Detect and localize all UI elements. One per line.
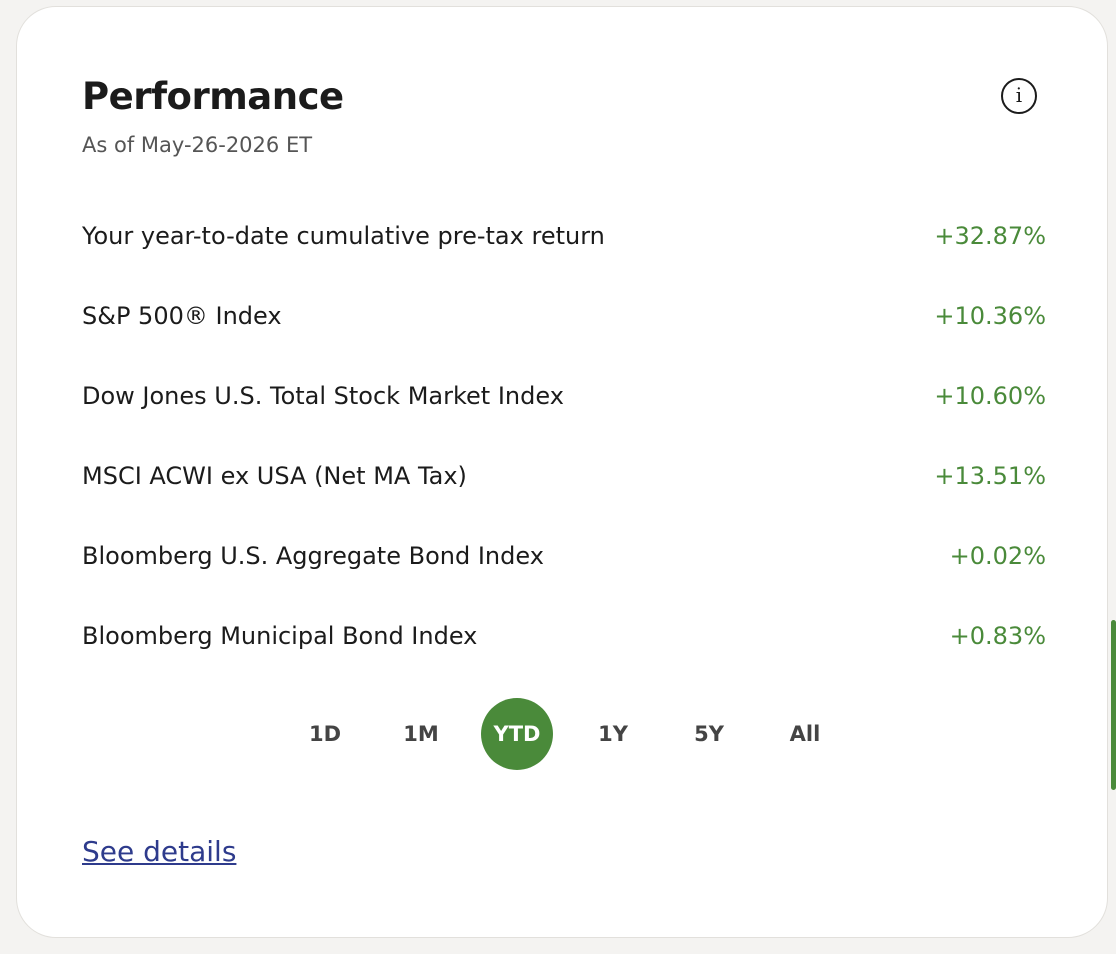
- row-value: +32.87%: [934, 222, 1046, 250]
- row-value: +10.60%: [934, 382, 1046, 410]
- scrollbar: [1111, 620, 1116, 790]
- row-label: Your year-to-date cumulative pre-tax ret…: [82, 222, 605, 250]
- subtitle: As of May-26-2026 ET: [82, 133, 313, 157]
- period-button[interactable]: YTD: [481, 698, 553, 770]
- period-button[interactable]: 1Y: [598, 722, 628, 746]
- row-label: Bloomberg Municipal Bond Index: [82, 622, 478, 650]
- row-label: Dow Jones U.S. Total Stock Market Index: [82, 382, 564, 410]
- period-button[interactable]: 1M: [403, 722, 439, 746]
- see-details-link[interactable]: See details: [82, 835, 237, 868]
- period-button[interactable]: 5Y: [694, 722, 724, 746]
- row: Bloomberg Municipal Bond Index +0.83%: [82, 616, 1046, 656]
- row-value: +0.02%: [949, 542, 1046, 570]
- row: Your year-to-date cumulative pre-tax ret…: [82, 216, 1046, 256]
- period-button[interactable]: 1D: [308, 722, 342, 746]
- info-button[interactable]: i: [1001, 78, 1037, 114]
- row-value: +0.83%: [949, 622, 1046, 650]
- row: Bloomberg U.S. Aggregate Bond Index +0.02…: [82, 536, 1046, 576]
- period-button[interactable]: All: [789, 722, 821, 746]
- row-value: +13.51%: [934, 462, 1046, 490]
- row: Dow Jones U.S. Total Stock Market Index +…: [82, 376, 1046, 416]
- row-label: S&P 500® Index: [82, 302, 282, 330]
- row-value: +10.36%: [934, 302, 1046, 330]
- title: Performance: [82, 75, 344, 118]
- row-label: Bloomberg U.S. Aggregate Bond Index: [82, 542, 544, 570]
- row: MSCI ACWI ex USA (Net MA Tax) +13.51%: [82, 456, 1046, 496]
- row-label: MSCI ACWI ex USA (Net MA Tax): [82, 462, 467, 490]
- performance-card: Performance As of May-26-2026 ET i Your …: [16, 6, 1108, 938]
- row: S&P 500® Index +10.36%: [82, 296, 1046, 336]
